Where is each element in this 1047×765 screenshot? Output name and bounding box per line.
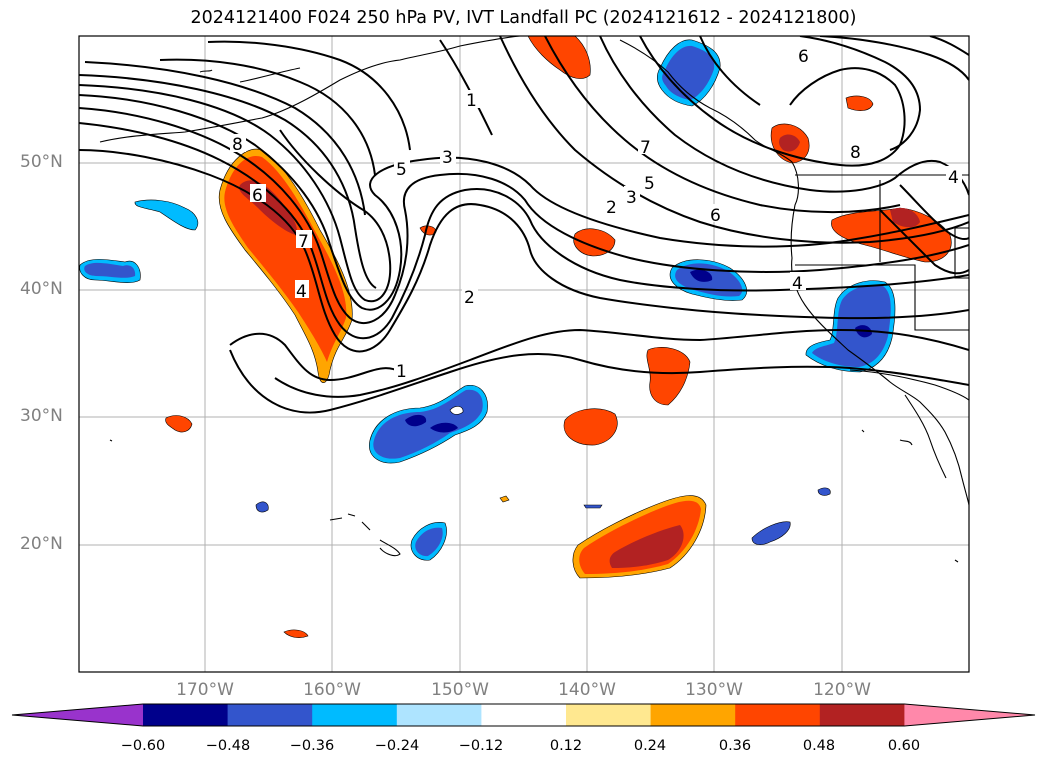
lon-label-170w: 170°W (176, 680, 234, 700)
colorbar-segment (143, 704, 229, 726)
colorbar-segment (481, 704, 567, 726)
lat-label-50n: 50°N (20, 152, 63, 172)
contour-label: 1 (396, 362, 407, 382)
lon-label-120w: 120°W (813, 680, 871, 700)
colorbar-outline (11, 703, 1036, 727)
colorbar-segment (650, 704, 736, 726)
colorbar-segment (396, 704, 482, 726)
colorbar-tick-label: −0.48 (205, 738, 251, 754)
contour-label: 8 (850, 143, 861, 163)
colorbar-tick-label: 0.48 (802, 738, 836, 754)
colorbar-tick-label: 0.60 (887, 738, 921, 754)
contour-label: 8 (232, 135, 243, 155)
lon-label-140w: 140°W (558, 680, 616, 700)
colorbar-segment (312, 704, 398, 726)
colorbar (11, 703, 1036, 727)
colorbar-tick-label: 0.24 (633, 738, 667, 754)
lat-label-30n: 30°N (20, 406, 63, 426)
contour-label: 7 (640, 138, 651, 158)
pv-contours (79, 36, 969, 414)
contour-label: 2 (606, 198, 617, 218)
lon-label-150w: 150°W (431, 680, 489, 700)
colorbar-segment (819, 704, 905, 726)
colorbar-segment (227, 704, 313, 726)
contour-labels: 1 2 2 3 3 4 4 4 5 5 6 6 6 7 (230, 46, 962, 382)
contour-label: 5 (644, 174, 655, 194)
lat-label-20n: 20°N (20, 534, 63, 554)
contour-label: 4 (948, 168, 959, 188)
map-area: 1 2 2 3 3 4 4 4 5 5 6 6 6 7 (79, 36, 969, 672)
colorbar-segment (904, 704, 1035, 726)
colorbar-tick-label: −0.24 (374, 738, 420, 754)
contour-label: 3 (626, 188, 637, 208)
colorbar-segment (566, 704, 652, 726)
lon-label-160w: 160°W (303, 680, 361, 700)
contour-label: 5 (396, 160, 407, 180)
lon-label-130w: 130°W (685, 680, 743, 700)
colorbar-tick-label: 0.36 (718, 738, 752, 754)
contour-label: 6 (252, 186, 263, 206)
contour-label: 4 (792, 274, 803, 294)
contour-label: 1 (466, 91, 477, 111)
contour-label: 6 (798, 47, 809, 67)
colorbar-segment (12, 704, 143, 726)
colorbar-tick-label: −0.12 (458, 738, 504, 754)
contour-label: 3 (442, 148, 453, 168)
contour-label: 2 (464, 288, 475, 308)
negative-anomaly-shading (79, 39, 896, 561)
colorbar-tick-label: −0.36 (289, 738, 335, 754)
colorbar-tick-label: 0.12 (549, 738, 583, 754)
positive-anomaly-shading (165, 36, 952, 638)
contour-label: 6 (710, 206, 721, 226)
colorbar-segment (735, 704, 821, 726)
map-frame (78, 35, 970, 673)
contour-label: 4 (296, 282, 307, 302)
contour-label: 7 (298, 232, 309, 252)
colorbar-tick-label: −0.60 (120, 738, 166, 754)
map-title: 2024121400 F024 250 hPa PV, IVT Landfall… (190, 8, 857, 28)
lat-label-40n: 40°N (20, 279, 63, 299)
